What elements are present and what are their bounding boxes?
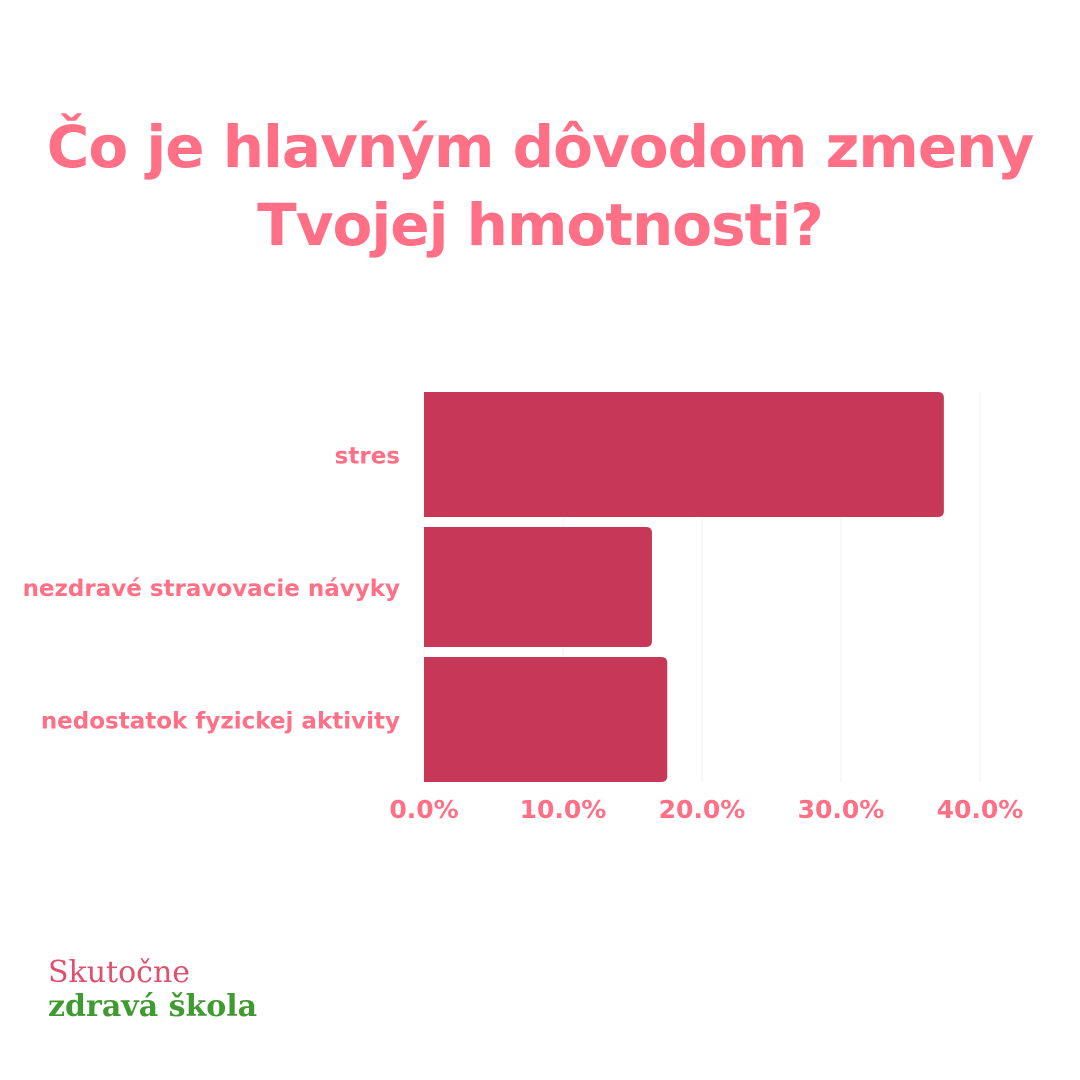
chart-title: Čo je hlavným dôvodom zmeny Tvojej hmotn…: [40, 108, 1040, 264]
x-tick-label-1: 10.0%: [520, 795, 607, 824]
brand-logo-line-1: Skutočne: [48, 955, 191, 990]
x-tick-label-2: 20.0%: [659, 795, 746, 824]
brand-logo: Skutočne zdravá škola: [48, 956, 257, 1024]
chart-title-line-1: Čo je hlavným dôvodom zmeny: [46, 113, 1035, 181]
bar-1: [424, 527, 652, 647]
bar-2: [424, 657, 668, 782]
chart-title-line-2: Tvojej hmotnosti?: [257, 191, 824, 259]
x-tick-label-0: 0.0%: [389, 795, 458, 824]
x-tick-label-4: 40.0%: [937, 795, 1024, 824]
category-label-1: nezdravé stravovacie návyky: [23, 576, 400, 602]
bar-0: [424, 392, 944, 517]
category-label-2: nedostatok fyzickej aktivity: [41, 709, 400, 735]
x-tick-label-3: 30.0%: [798, 795, 885, 824]
category-label-0: stres: [335, 444, 400, 470]
brand-logo-line-2: zdravá škola: [48, 989, 258, 1024]
